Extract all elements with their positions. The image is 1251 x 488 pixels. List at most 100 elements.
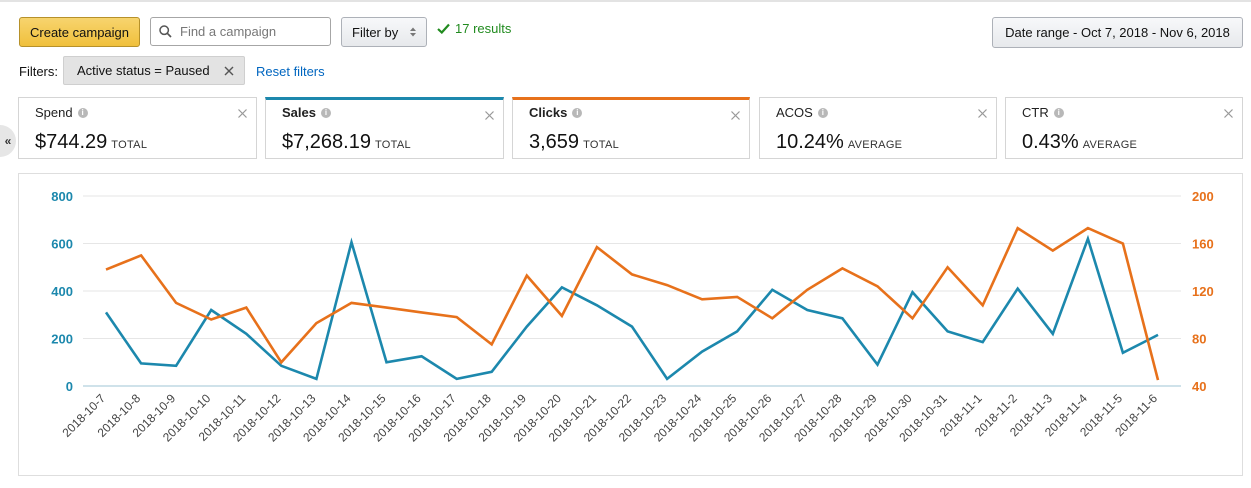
metric-unit: TOTAL <box>374 139 411 151</box>
sales-data-point[interactable] <box>769 287 775 293</box>
clicks-data-point[interactable] <box>243 305 249 311</box>
close-icon[interactable] <box>731 111 740 120</box>
metric-card-sales[interactable]: Sales i $7,268.19 TOTAL <box>265 97 504 159</box>
info-icon[interactable]: i <box>77 107 88 118</box>
clicks-data-point[interactable] <box>629 271 635 277</box>
sales-data-point[interactable] <box>243 331 249 337</box>
clicks-data-point[interactable] <box>734 294 740 300</box>
clicks-data-point[interactable] <box>1050 248 1056 254</box>
left-axis-tick: 800 <box>51 189 73 204</box>
sales-data-point[interactable] <box>1085 236 1091 242</box>
sales-data-point[interactable] <box>559 284 565 290</box>
clicks-data-point[interactable] <box>874 283 880 289</box>
clicks-data-point[interactable] <box>839 265 845 271</box>
sales-data-point[interactable] <box>489 369 495 375</box>
info-icon[interactable]: i <box>1053 107 1064 118</box>
sales-data-point[interactable] <box>348 239 354 245</box>
metric-title: Sales <box>282 105 316 120</box>
left-axis-tick: 400 <box>51 284 73 299</box>
sales-data-point[interactable] <box>103 309 109 315</box>
clicks-data-point[interactable] <box>454 314 460 320</box>
clicks-data-point[interactable] <box>910 315 916 321</box>
clicks-data-point[interactable] <box>384 305 390 311</box>
metric-card-spend[interactable]: Spend i $744.29 TOTAL <box>18 97 257 159</box>
sales-data-point[interactable] <box>629 324 635 330</box>
sales-data-point[interactable] <box>173 363 179 369</box>
create-campaign-label: Create campaign <box>30 24 129 40</box>
sales-data-point[interactable] <box>524 324 530 330</box>
sales-data-point[interactable] <box>313 376 319 382</box>
sales-data-point[interactable] <box>980 339 986 345</box>
filter-chip-label: Active status = Paused <box>77 63 210 78</box>
clicks-data-point[interactable] <box>489 341 495 347</box>
sales-data-point[interactable] <box>804 307 810 313</box>
clicks-data-point[interactable] <box>804 287 810 293</box>
search-input[interactable] <box>178 23 318 40</box>
info-icon[interactable]: i <box>817 107 828 118</box>
date-range-button[interactable]: Date range - Oct 7, 2018 - Nov 6, 2018 <box>992 17 1243 48</box>
sales-data-point[interactable] <box>664 376 670 382</box>
clicks-data-point[interactable] <box>313 320 319 326</box>
sales-data-point[interactable] <box>1015 286 1021 292</box>
info-icon[interactable]: i <box>572 107 583 118</box>
sales-data-point[interactable] <box>699 349 705 355</box>
sales-data-point[interactable] <box>1120 350 1126 356</box>
clicks-data-point[interactable] <box>419 309 425 315</box>
clicks-data-point[interactable] <box>769 315 775 321</box>
left-axis-tick: 200 <box>51 332 73 347</box>
clicks-data-point[interactable] <box>945 264 951 270</box>
remove-filter-icon[interactable] <box>224 66 234 76</box>
metric-card-ctr[interactable]: CTR i 0.43% AVERAGE <box>1005 97 1243 159</box>
clicks-data-point[interactable] <box>699 296 705 302</box>
clicks-data-point[interactable] <box>1120 241 1126 247</box>
metric-value: $744.29 <box>35 131 108 153</box>
sales-data-point[interactable] <box>138 360 144 366</box>
close-icon[interactable] <box>978 109 987 118</box>
collapse-sidebar-button[interactable]: « <box>0 125 16 157</box>
sales-data-point[interactable] <box>910 289 916 295</box>
sales-data-point[interactable] <box>594 302 600 308</box>
clicks-data-point[interactable] <box>173 300 179 306</box>
clicks-data-point[interactable] <box>524 273 530 279</box>
clicks-data-point[interactable] <box>664 282 670 288</box>
sales-data-point[interactable] <box>208 307 214 313</box>
metric-card-acos[interactable]: ACOS i 10.24% AVERAGE <box>759 97 997 159</box>
clicks-data-point[interactable] <box>348 300 354 306</box>
left-axis-tick: 0 <box>66 379 73 394</box>
metric-unit: TOTAL <box>111 139 148 151</box>
clicks-data-point[interactable] <box>103 267 109 273</box>
sales-data-point[interactable] <box>874 362 880 368</box>
info-icon[interactable]: i <box>320 107 331 118</box>
clicks-series-line <box>105 226 1160 381</box>
clicks-data-point[interactable] <box>278 359 284 365</box>
sales-data-point[interactable] <box>945 328 951 334</box>
clicks-data-point[interactable] <box>208 317 214 323</box>
clicks-data-point[interactable] <box>1155 377 1161 383</box>
clicks-data-point[interactable] <box>594 244 600 250</box>
metric-card-clicks[interactable]: Clicks i 3,659 TOTAL <box>512 97 750 159</box>
create-campaign-button[interactable]: Create campaign <box>19 17 140 47</box>
clicks-data-point[interactable] <box>1015 225 1021 231</box>
close-icon[interactable] <box>238 109 247 118</box>
sales-data-point[interactable] <box>384 359 390 365</box>
sales-data-point[interactable] <box>1155 332 1161 338</box>
sort-arrows-icon <box>410 27 416 37</box>
sales-data-point[interactable] <box>734 328 740 334</box>
sales-data-point[interactable] <box>454 376 460 382</box>
clicks-data-point[interactable] <box>138 252 144 258</box>
metric-value: 0.43% <box>1022 131 1079 153</box>
close-icon[interactable] <box>485 111 494 120</box>
reset-filters-link[interactable]: Reset filters <box>256 64 325 79</box>
metric-title: Spend <box>35 105 73 120</box>
clicks-data-point[interactable] <box>980 302 986 308</box>
search-box[interactable] <box>150 17 331 46</box>
close-icon[interactable] <box>1224 109 1233 118</box>
clicks-data-point[interactable] <box>559 313 565 319</box>
filter-by-label: Filter by <box>352 24 399 40</box>
sales-data-point[interactable] <box>1050 331 1056 337</box>
filter-by-button[interactable]: Filter by <box>341 17 427 47</box>
clicks-data-point[interactable] <box>1085 225 1091 231</box>
sales-data-point[interactable] <box>839 315 845 321</box>
active-filter-chip: Active status = Paused <box>63 56 245 85</box>
sales-data-point[interactable] <box>419 353 425 359</box>
